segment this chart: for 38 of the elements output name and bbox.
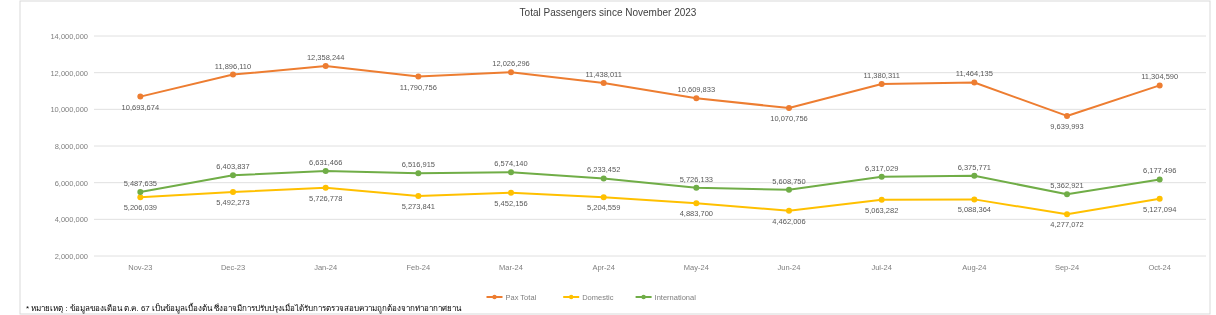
point (1156, 82, 1163, 89)
point (137, 93, 144, 100)
point (137, 189, 144, 196)
point (322, 168, 329, 175)
point (1156, 176, 1163, 183)
point (600, 194, 607, 201)
point (693, 200, 700, 207)
point (1156, 195, 1163, 202)
point (230, 172, 236, 179)
point (230, 71, 236, 78)
point (878, 173, 885, 180)
point (415, 73, 422, 80)
point (1064, 112, 1070, 119)
point (508, 189, 514, 196)
point (508, 169, 514, 176)
point (322, 184, 329, 191)
point (415, 192, 422, 199)
point (878, 81, 885, 88)
point (786, 207, 792, 214)
point (600, 79, 607, 86)
point (878, 196, 885, 203)
point (415, 170, 422, 177)
point (137, 194, 144, 201)
point (508, 69, 514, 76)
point (971, 172, 978, 179)
chart-title: Total Passengers since November 2023 (519, 7, 697, 18)
point (1064, 211, 1070, 218)
point (693, 95, 700, 102)
point (971, 196, 978, 203)
point (600, 175, 607, 182)
point (230, 188, 236, 195)
point (786, 186, 792, 193)
point (322, 63, 329, 70)
point (693, 184, 700, 191)
point (971, 79, 978, 86)
text: * หมายเหตุ : ข้อมูลของเดือน ต.ค. 67 เป็นข้อมูลเบื้องต้น ซึ่งอาจมีการปรับปรุงเมื่อได้รับการตรวจสอบความถูกต้องจากท่าอากาศยาน (26, 302, 463, 314)
point (786, 105, 792, 112)
point (1064, 191, 1070, 198)
